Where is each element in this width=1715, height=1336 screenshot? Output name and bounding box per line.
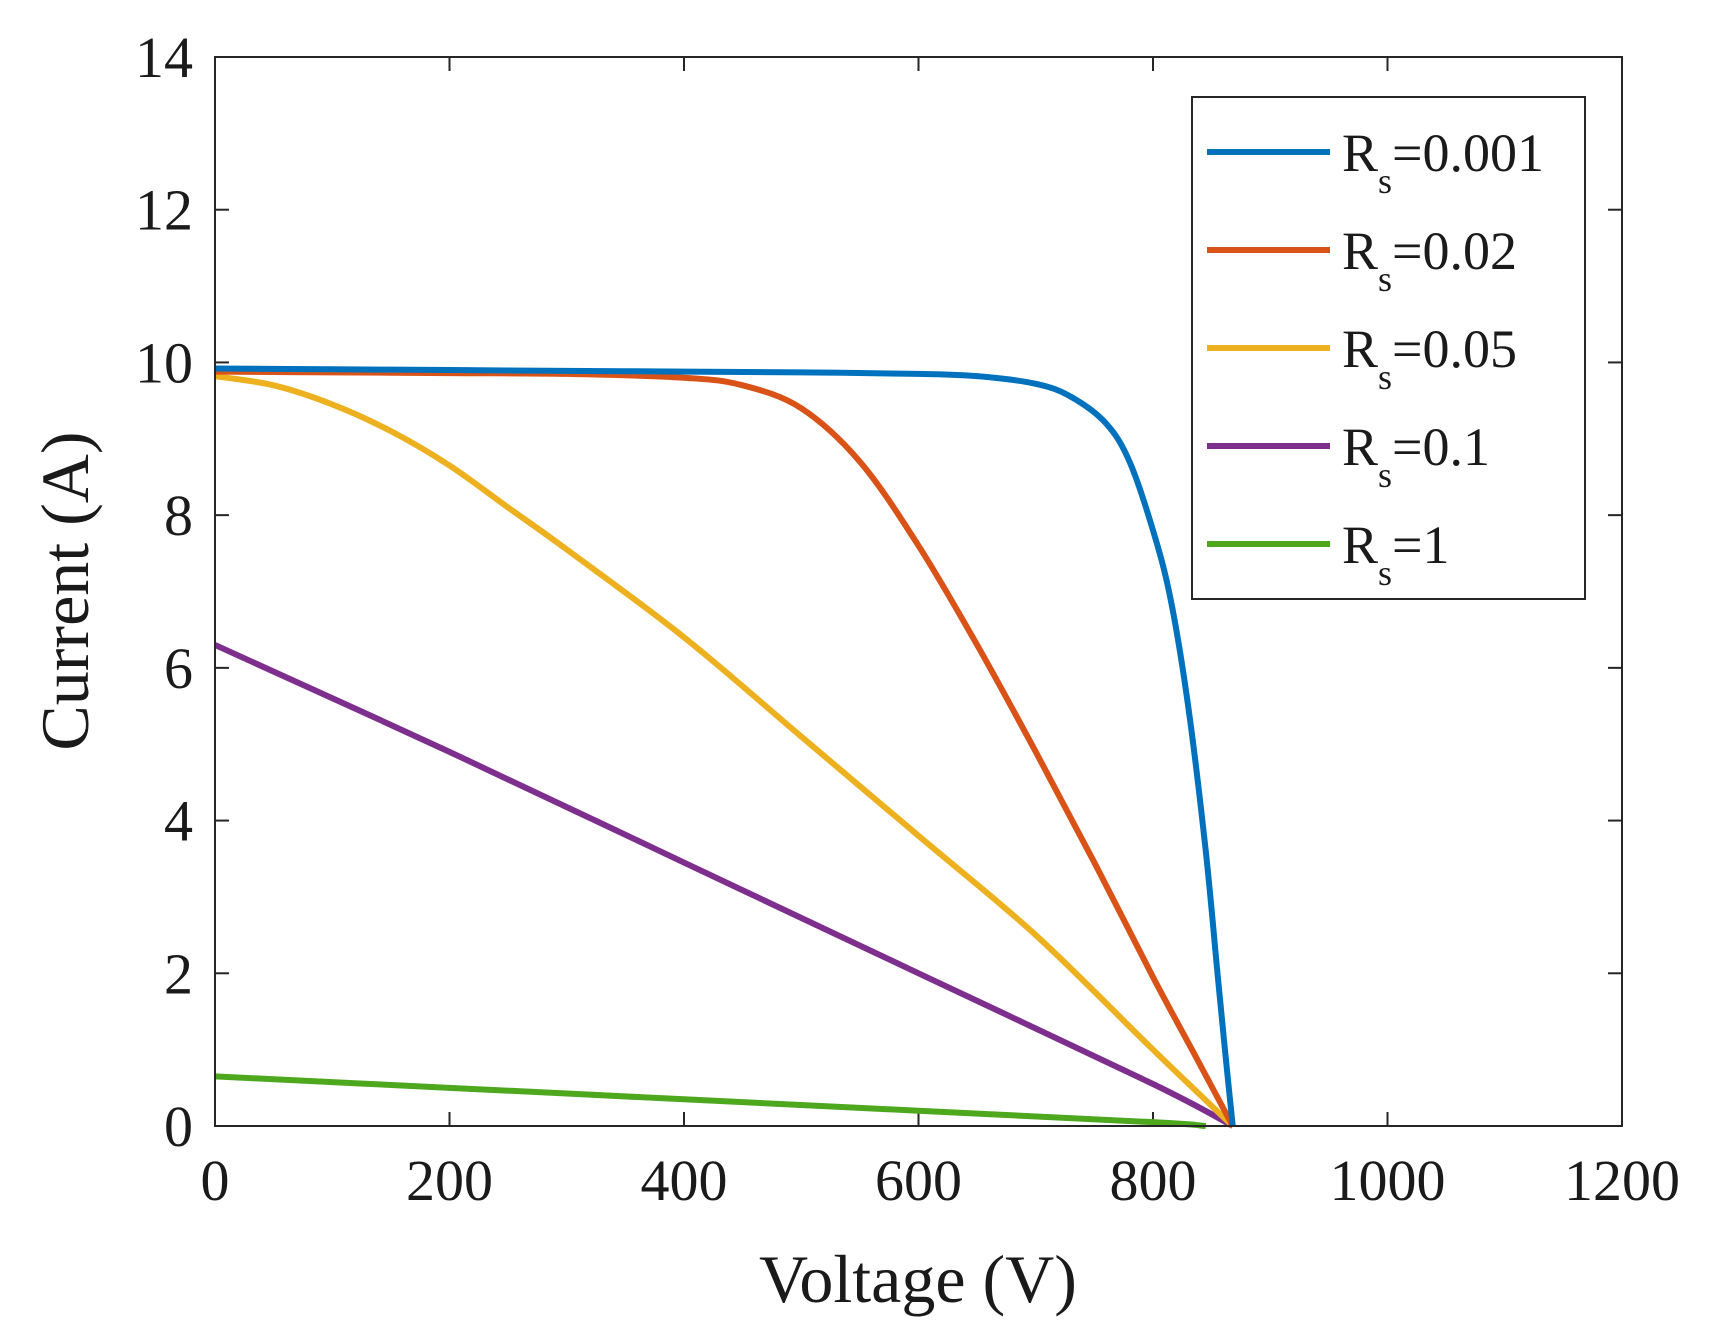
legend-label: Rs=1 <box>1342 515 1450 593</box>
plot-area-frame <box>214 56 1623 1127</box>
x-tick-label: 800 <box>1110 1148 1197 1213</box>
x-tick-labels: 0 200 400 600 800 1000 1200 <box>201 1148 1681 1213</box>
x-tick-label: 200 <box>406 1148 493 1213</box>
x-tick-label: 1000 <box>1330 1148 1446 1213</box>
x-tick-label: 400 <box>641 1148 728 1213</box>
series-line-rs-0-02 <box>214 368 1236 1128</box>
x-axis-label: Voltage (V) <box>759 1241 1077 1317</box>
legend: Rs=0.001 Rs=0.02 Rs=0.05 Rs=0.1 Rs=1 <box>1191 96 1586 600</box>
series-line-rs-0-05 <box>214 373 1235 1129</box>
legend-label: Rs=0.05 <box>1342 319 1517 397</box>
x-tick-label: 0 <box>201 1148 230 1213</box>
y-tick-label: 6 <box>164 636 193 701</box>
series-line-rs-1 <box>214 1073 1206 1129</box>
y-tick-label: 12 <box>135 178 193 243</box>
legend-label: Rs=0.1 <box>1342 417 1490 495</box>
y-tick-label: 2 <box>164 941 193 1006</box>
legend-label: Rs=0.001 <box>1342 123 1544 201</box>
y-tick-label: 10 <box>135 330 193 395</box>
y-tick-labels: 0 2 4 6 8 10 12 14 <box>135 25 193 1159</box>
x-tick-label: 1200 <box>1564 1148 1680 1213</box>
y-tick-label: 4 <box>164 789 193 854</box>
y-tick-label: 0 <box>164 1094 193 1159</box>
y-axis-label: Current (A) <box>27 431 103 750</box>
y-tick-label: 8 <box>164 483 193 548</box>
legend-label: Rs=0.02 <box>1342 221 1517 299</box>
y-tick-label: 14 <box>135 25 193 90</box>
series-line-rs-0-001 <box>214 365 1236 1127</box>
series-lines <box>213 365 1236 1129</box>
series-line-rs-0-1 <box>213 642 1235 1129</box>
x-tick-label: 600 <box>875 1148 962 1213</box>
